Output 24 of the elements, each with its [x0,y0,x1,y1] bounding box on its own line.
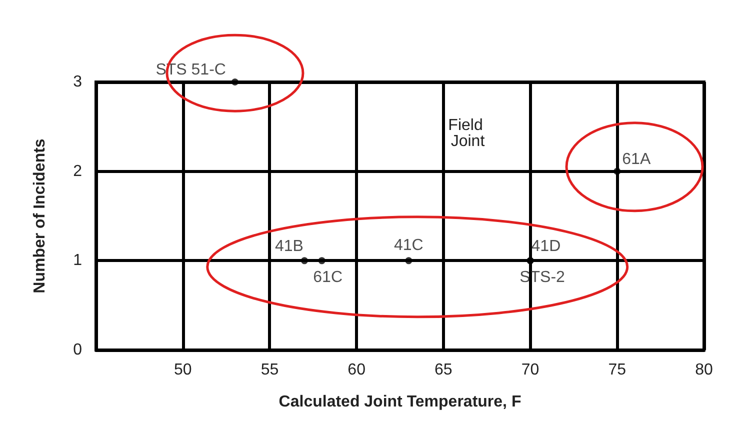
y-tick-label: 3 [73,74,82,90]
x-tick-label: 50 [174,362,192,378]
annotation: 61A [622,150,651,168]
x-tick-label: 70 [521,362,540,378]
x-tick-label: 75 [608,362,626,378]
x-axis-title: Calculated Joint Temperature, F [278,394,522,410]
point [318,257,326,264]
x-tick-label: 80 [695,362,713,378]
y-tick-label: 0 [73,342,82,358]
point [614,168,621,175]
x-tick-label: 60 [348,362,366,378]
annotation: 41C [394,237,424,254]
point [231,78,238,86]
x-tick-label: 55 [260,362,279,378]
y-tick-label: 1 [73,252,82,270]
x-tick-label: 65 [434,362,452,378]
annotation: 61C [313,269,343,286]
annotation: Field Joint [448,117,488,150]
y-axis-title: Number of Incidents [32,138,48,294]
point [300,257,308,264]
annotation: 41B [274,238,304,256]
point [405,257,412,264]
y-tick-label: 2 [73,162,82,180]
point [526,257,534,264]
